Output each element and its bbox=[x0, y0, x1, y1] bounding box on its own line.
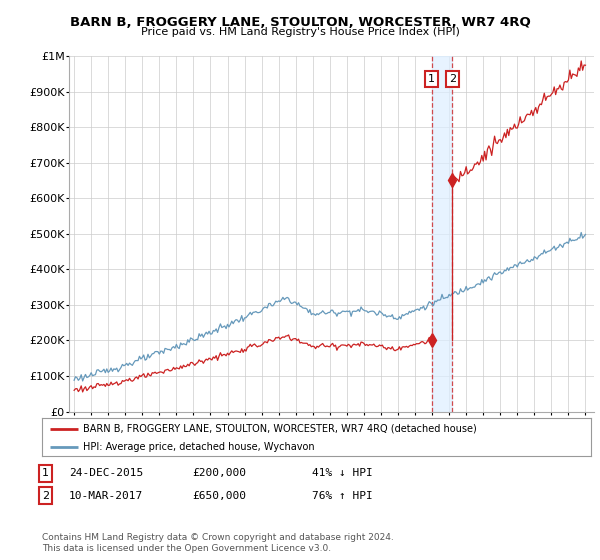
Text: 2: 2 bbox=[42, 491, 49, 501]
Text: 76% ↑ HPI: 76% ↑ HPI bbox=[312, 491, 373, 501]
Text: 10-MAR-2017: 10-MAR-2017 bbox=[69, 491, 143, 501]
Text: £200,000: £200,000 bbox=[192, 468, 246, 478]
Text: Contains HM Land Registry data © Crown copyright and database right 2024.
This d: Contains HM Land Registry data © Crown c… bbox=[42, 533, 394, 553]
Text: 41% ↓ HPI: 41% ↓ HPI bbox=[312, 468, 373, 478]
Text: BARN B, FROGGERY LANE, STOULTON, WORCESTER, WR7 4RQ: BARN B, FROGGERY LANE, STOULTON, WORCEST… bbox=[70, 16, 530, 29]
Text: HPI: Average price, detached house, Wychavon: HPI: Average price, detached house, Wych… bbox=[83, 442, 315, 452]
Text: Price paid vs. HM Land Registry's House Price Index (HPI): Price paid vs. HM Land Registry's House … bbox=[140, 27, 460, 37]
Text: 2: 2 bbox=[449, 74, 456, 84]
Text: £650,000: £650,000 bbox=[192, 491, 246, 501]
Text: 1: 1 bbox=[428, 74, 435, 84]
Text: 24-DEC-2015: 24-DEC-2015 bbox=[69, 468, 143, 478]
Bar bbox=[432, 56, 452, 412]
Text: 1: 1 bbox=[42, 468, 49, 478]
Text: BARN B, FROGGERY LANE, STOULTON, WORCESTER, WR7 4RQ (detached house): BARN B, FROGGERY LANE, STOULTON, WORCEST… bbox=[83, 423, 477, 433]
